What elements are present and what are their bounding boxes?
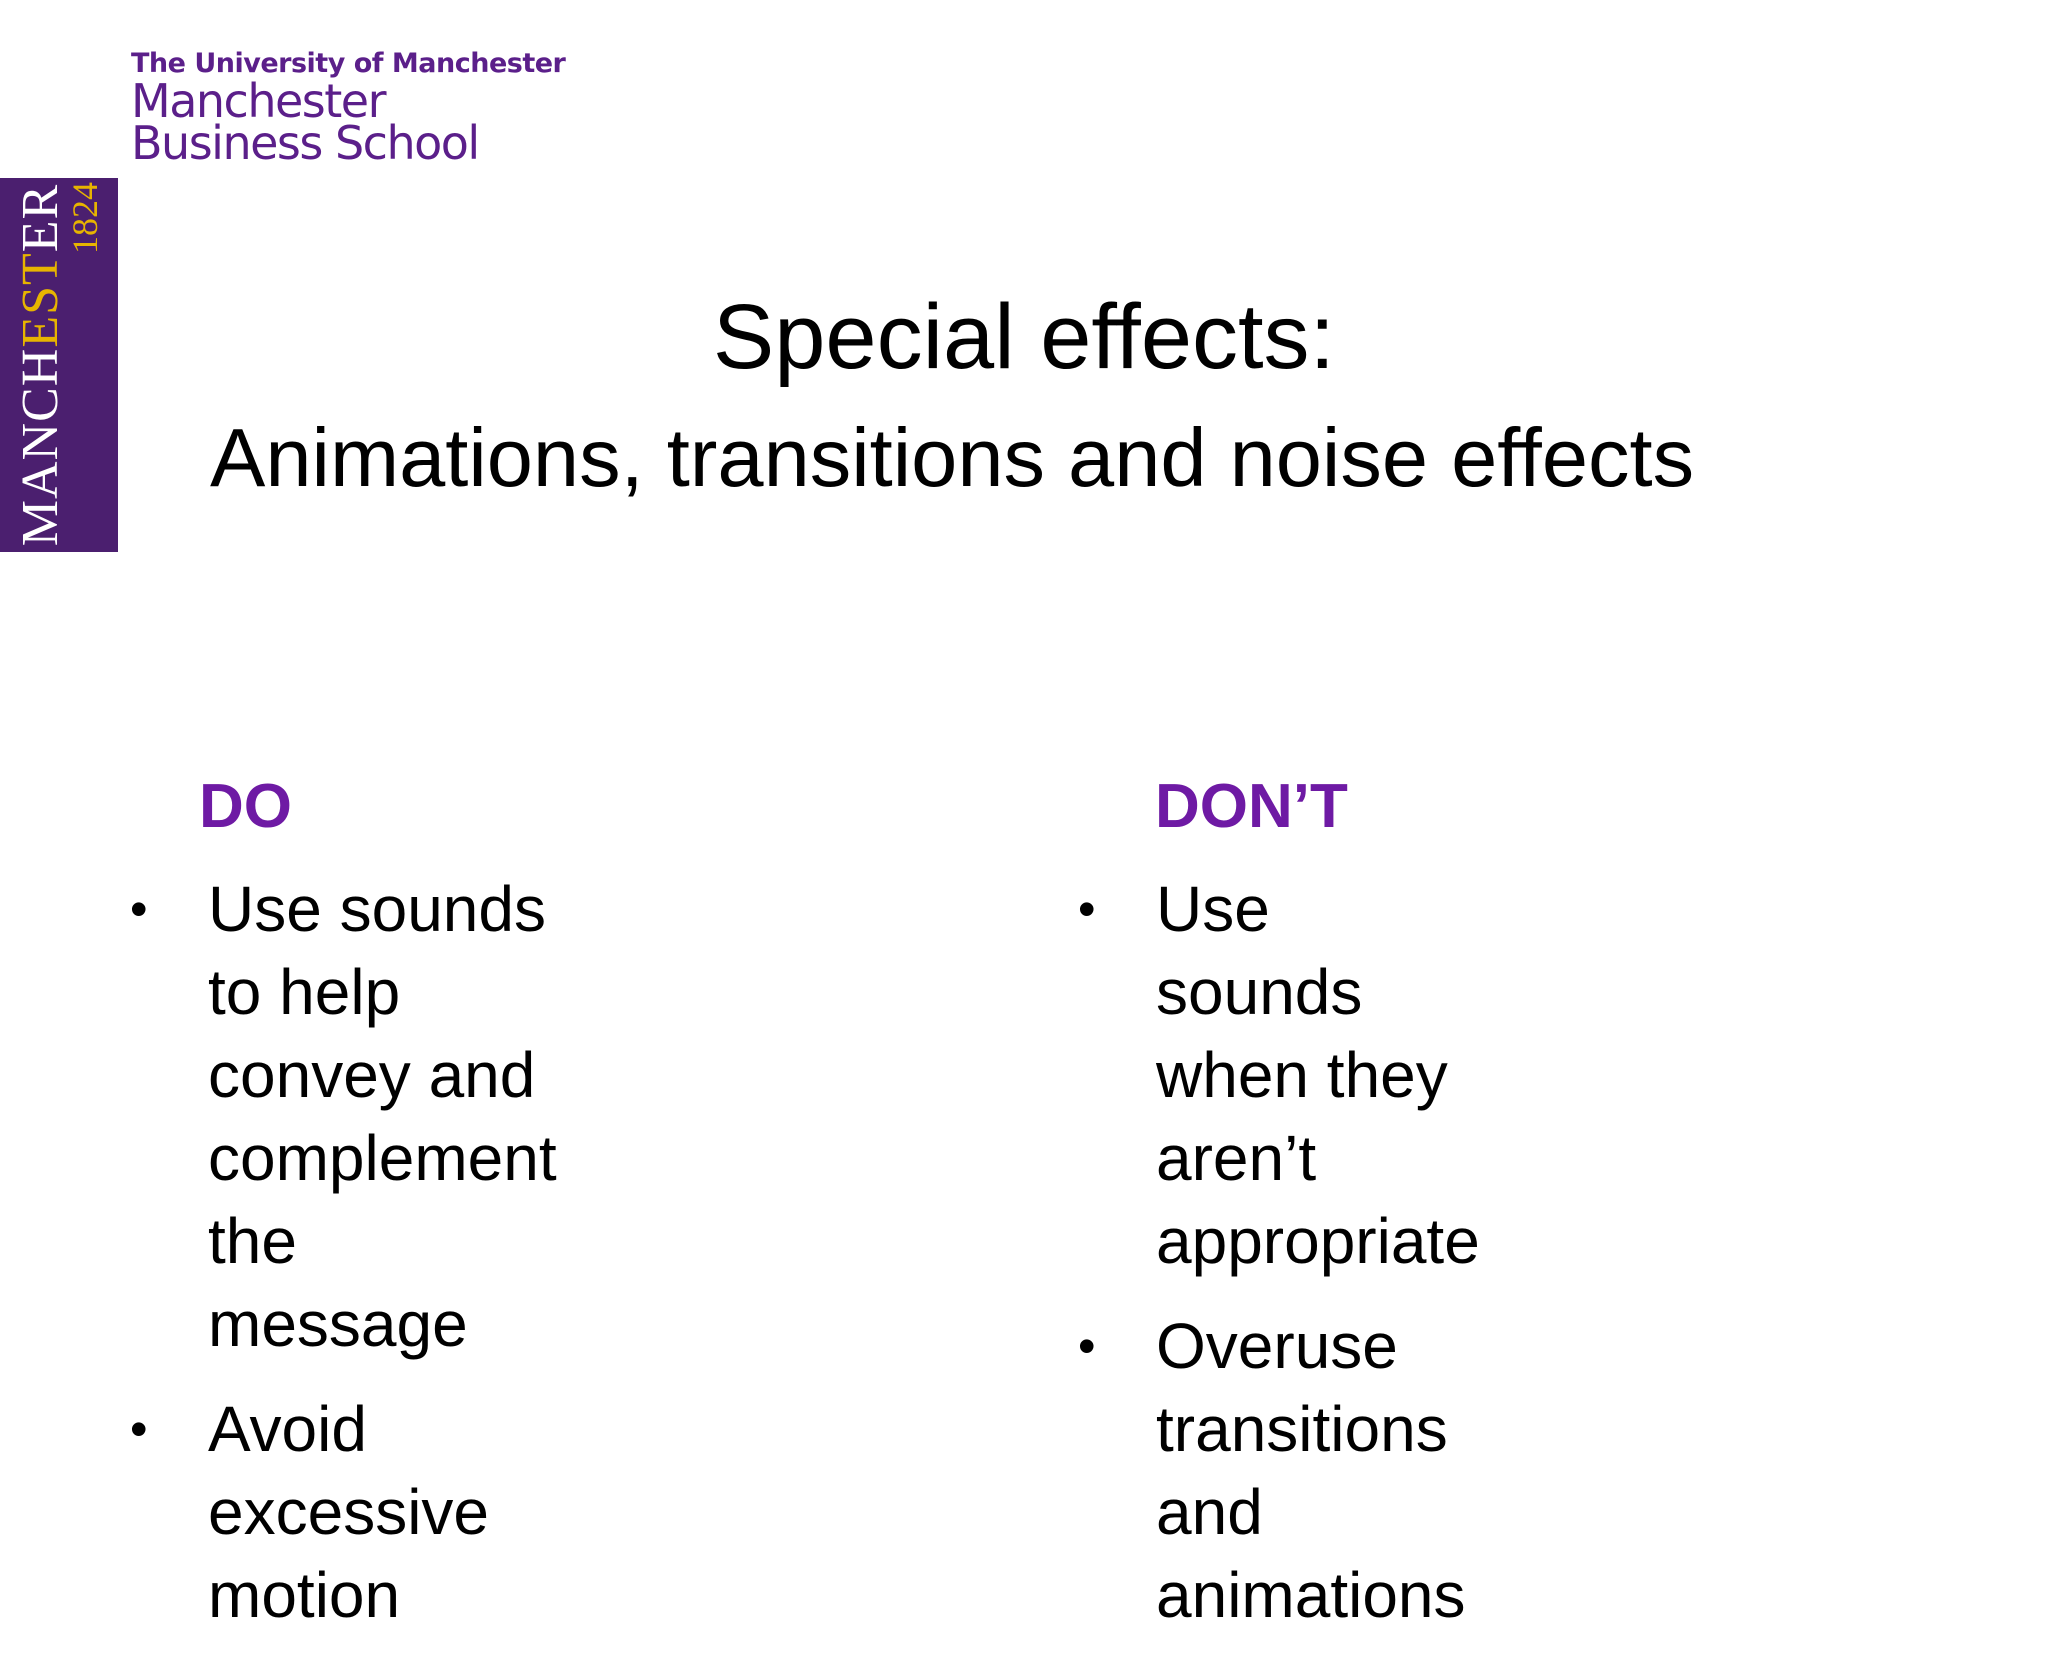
do-item-1-line-3: the message [208, 1205, 468, 1360]
slide-subtitle: Animations, transitions and noise effect… [210, 411, 1695, 504]
bullet-icon: • [130, 1401, 148, 1457]
dont-bullet-item-1: • Use sounds when they aren’t appropriat… [1078, 868, 1480, 1283]
university-name: The University of Manchester [131, 48, 566, 79]
school-name-line-2: Business School [131, 116, 480, 170]
do-bullet-item-1: • Use sounds to help convey and compleme… [130, 868, 557, 1366]
do-item-1-line-2: convey and complement [208, 1039, 557, 1194]
slide-title: Special effects: [712, 286, 1336, 388]
do-item-2-line-1: Avoid excessive motion [208, 1393, 489, 1631]
do-bullet-list: • Use sounds to help convey and compleme… [130, 868, 557, 1659]
do-bullet-item-2: • Avoid excessive motion [130, 1388, 557, 1637]
dont-bullet-item-2: • Overuse transitions and animations [1078, 1305, 1480, 1637]
school-name-line-1: Manchester [131, 74, 387, 128]
crest-year: 1824 [65, 182, 105, 254]
bullet-icon: • [1078, 1318, 1096, 1374]
university-logo-text: The University of Manchester Manchester … [131, 48, 566, 170]
dont-bullet-list: • Use sounds when they aren’t appropriat… [1078, 868, 1480, 1659]
dont-item-1-line-1: Use sounds when they [1156, 873, 1448, 1111]
bullet-icon: • [1078, 881, 1096, 937]
bullet-icon: • [130, 881, 148, 937]
do-heading: DO [199, 772, 292, 841]
dont-item-2-line-2: animations [1156, 1559, 1466, 1631]
manchester-crest-logo: MANCHESTER 1824 [0, 178, 118, 552]
dont-heading: DON’T [1155, 772, 1348, 841]
dont-item-2-line-1: Overuse transitions and [1156, 1310, 1448, 1548]
dont-item-1-line-2: aren’t appropriate [1156, 1122, 1480, 1277]
do-item-1-line-1: Use sounds to help [208, 873, 546, 1028]
crest-name-part-3: ER [12, 183, 69, 253]
